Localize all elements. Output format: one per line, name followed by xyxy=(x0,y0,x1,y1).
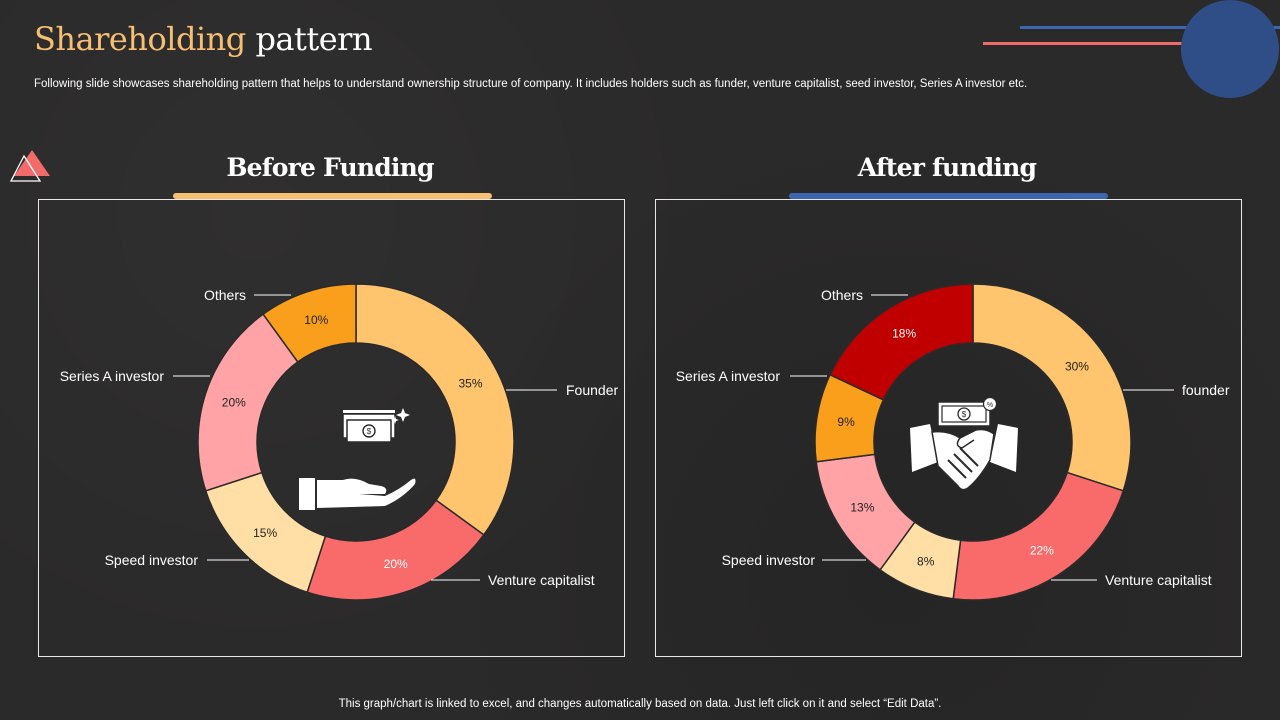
data-label-venture-capitalist: 20% xyxy=(384,557,408,571)
category-label-others: Others xyxy=(821,287,863,303)
page-title-rest: pattern xyxy=(245,20,373,58)
svg-text:$: $ xyxy=(962,410,967,419)
page-subtitle: Following slide showcases shareholding p… xyxy=(34,78,1028,90)
donut-slice-founder xyxy=(972,283,1132,492)
donut-slice-others xyxy=(262,283,357,363)
before-funding-donut-chart: 35% 20% 15% 20% 10% Founder Venture capitalis… xyxy=(60,283,618,601)
category-label-founder: Founder xyxy=(566,382,618,398)
page-title: Shareholding pattern xyxy=(34,20,373,58)
category-label-others: Others xyxy=(204,287,246,303)
after-funding-donut-chart: 30% 22% 8% 13% 9% 18% founder Venture capitali… xyxy=(676,283,1230,601)
before-funding-underline xyxy=(173,193,492,199)
decorative-circle xyxy=(1181,0,1279,98)
donut-slice-venture-capitalist xyxy=(306,499,485,601)
category-label-series-a-investor: Series A investor xyxy=(676,368,781,384)
category-label-speed-investor: Speed investor xyxy=(722,552,816,568)
data-label-others: 18% xyxy=(892,327,916,341)
decorative-blue-line xyxy=(1020,26,1280,29)
data-label-speed-investor: 13% xyxy=(850,500,874,514)
handshake-money-icon: $ % xyxy=(910,396,1018,491)
category-label-series-a-investor: Series A investor xyxy=(60,368,165,384)
decorative-red-line xyxy=(983,42,1243,45)
data-label-founder: 35% xyxy=(458,377,482,391)
data-label-others: 10% xyxy=(304,313,328,327)
before-funding-title: Before Funding xyxy=(226,153,434,182)
data-label-venture-capitalist: 22% xyxy=(1030,543,1054,557)
triangle-icon xyxy=(10,150,50,182)
after-funding-panel: 30% 22% 8% 13% 9% 18% founder Venture capitali… xyxy=(655,199,1242,657)
svg-text:$: $ xyxy=(367,427,372,436)
donut-slice-founder xyxy=(355,283,515,536)
data-label-segment-2: 8% xyxy=(917,554,935,568)
hand-holding-money-icon: $ xyxy=(299,408,416,510)
before-funding-panel: 35% 20% 15% 20% 10% Founder Venture capitalis… xyxy=(38,199,625,657)
category-label-venture-capitalist: Venture capitalist xyxy=(1105,572,1212,588)
data-label-speed-investor: 15% xyxy=(253,526,277,540)
svg-text:%: % xyxy=(987,402,993,409)
donut-slice-venture-capitalist xyxy=(952,471,1125,601)
category-label-founder: founder xyxy=(1182,382,1230,398)
after-funding-title: After funding xyxy=(857,153,1037,182)
data-label-founder: 30% xyxy=(1065,359,1089,373)
footer-note: This graph/chart is linked to excel, and… xyxy=(338,698,942,710)
category-label-venture-capitalist: Venture capitalist xyxy=(488,572,595,588)
category-label-speed-investor: Speed investor xyxy=(105,552,199,568)
data-label-series-a-investor: 20% xyxy=(222,395,246,409)
data-label-series-a-investor: 9% xyxy=(837,415,855,429)
donut-slice-others xyxy=(829,283,974,401)
page-title-accent: Shareholding xyxy=(34,20,246,58)
after-funding-underline xyxy=(789,193,1108,199)
